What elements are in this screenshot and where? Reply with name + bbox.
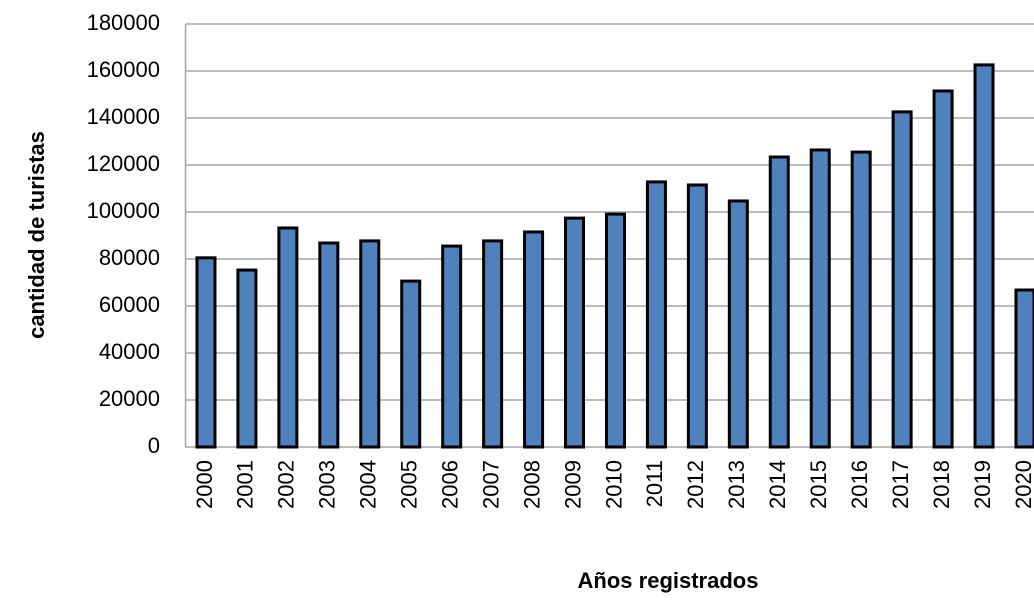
bar — [768, 155, 790, 449]
x-tick-label: 2019 — [970, 460, 995, 509]
bar — [277, 226, 299, 449]
x-tick-label: 2009 — [560, 460, 585, 509]
y-tick-label: 120000 — [87, 151, 160, 176]
bar — [1014, 288, 1034, 449]
bar — [973, 63, 995, 449]
x-tick-label: 2011 — [642, 460, 667, 507]
x-tick-label: 2018 — [929, 460, 954, 509]
y-tick-label: 80000 — [99, 245, 160, 270]
y-tick-label: 20000 — [99, 386, 160, 411]
x-tick-label: 2006 — [437, 460, 462, 509]
bar — [236, 268, 258, 449]
y-tick-label: 140000 — [87, 104, 160, 129]
bar — [604, 212, 626, 449]
bar — [523, 230, 545, 449]
bar — [809, 148, 831, 449]
x-tick-label: 2004 — [356, 460, 381, 509]
bar — [686, 183, 708, 449]
bar — [318, 241, 340, 449]
x-tick-label: 2012 — [683, 460, 708, 509]
x-tick-label: 2010 — [601, 460, 626, 509]
x-tick-label: 2008 — [519, 460, 544, 509]
bar — [482, 239, 504, 449]
bar — [645, 180, 667, 449]
y-tick-label: 0 — [148, 433, 160, 458]
bar — [727, 199, 749, 449]
y-tick-label: 100000 — [87, 198, 160, 223]
x-tick-label: 2016 — [847, 460, 872, 509]
y-axis-title: cantidad de turistas — [24, 131, 49, 339]
x-tick-label: 2014 — [765, 460, 790, 509]
x-tick-label: 2013 — [724, 460, 749, 509]
y-tick-label: 180000 — [87, 10, 160, 35]
bar — [932, 89, 954, 449]
x-tick-label: 2020 — [1011, 460, 1034, 509]
x-tick-label: 2000 — [192, 460, 217, 509]
bar — [564, 216, 586, 449]
bar — [891, 110, 913, 449]
x-tick-label: 2001 — [233, 460, 258, 509]
y-tick-label: 160000 — [87, 57, 160, 82]
x-axis-title: Años registrados — [578, 568, 759, 593]
bar — [400, 279, 422, 449]
x-tick-label: 2015 — [806, 460, 831, 509]
x-tick-label: 2002 — [274, 460, 299, 509]
y-tick-label: 40000 — [99, 339, 160, 364]
bar — [441, 244, 463, 449]
bar — [359, 239, 381, 449]
bar — [850, 150, 872, 449]
x-tick-label: 2007 — [478, 460, 503, 509]
x-tick-label: 2005 — [397, 460, 422, 509]
y-tick-label: 60000 — [99, 292, 160, 317]
x-tick-label: 2003 — [315, 460, 340, 509]
bar — [195, 256, 217, 449]
x-tick-label: 2017 — [888, 460, 913, 509]
